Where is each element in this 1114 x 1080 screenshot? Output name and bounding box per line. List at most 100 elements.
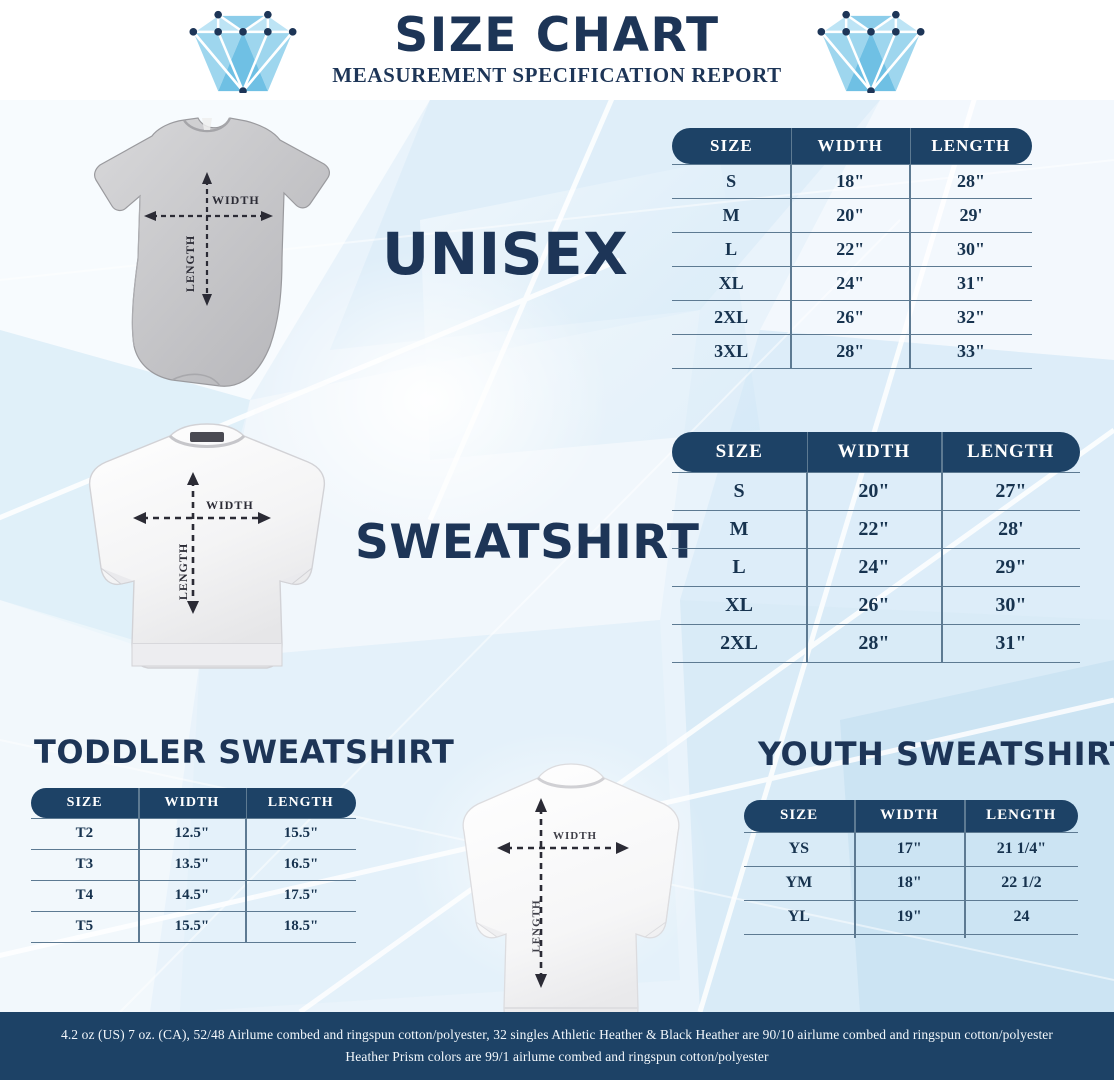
- cell-size: M: [672, 198, 792, 233]
- table-header-row: SIZE WIDTH LENGTH: [672, 432, 1080, 472]
- table-row: T3 13.5" 16.5": [31, 849, 356, 881]
- cell-width: 24": [790, 266, 911, 301]
- table-row: YL 19" 24: [744, 900, 1078, 935]
- section-title-unisex: UNISEX: [382, 220, 629, 288]
- cell-length: 32": [909, 300, 1032, 335]
- table-header-row: SIZE WIDTH LENGTH: [744, 800, 1078, 832]
- column-header-length: LENGTH: [964, 800, 1078, 832]
- column-divider: [245, 788, 248, 943]
- table-row: T5 15.5" 18.5": [31, 911, 356, 943]
- table-row: 2XL 26" 32": [672, 300, 1032, 335]
- page-title: SIZE CHART: [394, 7, 720, 63]
- column-divider: [790, 128, 793, 368]
- column-header-size: SIZE: [672, 128, 791, 164]
- table-row: YM 18" 22 1/2: [744, 866, 1078, 901]
- table-row: T2 12.5" 15.5": [31, 817, 356, 850]
- cell-length: 29": [941, 548, 1080, 587]
- unisex-size-table: SIZE WIDTH LENGTH S 18" 28" M 20" 29' L 22" 30" X…: [672, 128, 1032, 369]
- cell-length: 29': [909, 198, 1032, 233]
- cell-width: 26": [790, 300, 911, 335]
- column-divider: [138, 788, 140, 943]
- cell-size: T3: [31, 849, 139, 881]
- cell-length: 28": [909, 163, 1032, 199]
- cell-size: 2XL: [672, 300, 792, 335]
- column-header-length: LENGTH: [245, 788, 356, 818]
- sweatshirt-image: WIDTH LENGTH: [62, 418, 352, 700]
- fabric-info-text: 4.2 oz (US) 7 oz. (CA), 52/48 Airlume co…: [60, 1026, 1053, 1064]
- cell-length: 28': [941, 510, 1080, 549]
- table-row: S 18" 28": [672, 163, 1032, 199]
- cell-size: YM: [744, 866, 855, 901]
- sweatshirt-size-table: SIZE WIDTH LENGTH S 20" 27" M 22" 28' L 24" 29" X…: [672, 432, 1080, 663]
- page-header: SIZE CHART MEASUREMENT SPECIFICATION REP…: [0, 0, 1114, 100]
- column-header-width: WIDTH: [854, 800, 965, 832]
- cell-width: 28": [790, 334, 911, 369]
- table-row: XL 24" 31": [672, 266, 1032, 301]
- cell-width: 18": [790, 163, 911, 199]
- table-row: M 20" 29': [672, 198, 1032, 233]
- cell-width: 14.5": [138, 880, 247, 912]
- cell-width: 13.5": [138, 849, 247, 881]
- cell-width: 19": [854, 900, 965, 935]
- page-subtitle: MEASUREMENT SPECIFICATION REPORT: [332, 63, 782, 88]
- youth-sweatshirt-image: WIDTH LENGTH: [440, 760, 702, 1060]
- cell-length: 18.5": [245, 911, 356, 943]
- cell-width: 20": [790, 198, 911, 233]
- table-row: XL 26" 30": [672, 586, 1080, 625]
- cell-length: 31": [941, 624, 1080, 663]
- column-header-length: LENGTH: [941, 432, 1080, 472]
- table-row: L 24" 29": [672, 548, 1080, 587]
- column-header-size: SIZE: [672, 432, 807, 472]
- section-title-sweatshirt: SWEATSHIRT: [355, 515, 700, 570]
- table-header-row: SIZE WIDTH LENGTH: [31, 788, 356, 818]
- cell-size: T5: [31, 911, 139, 943]
- cell-length: 15.5": [245, 817, 356, 850]
- column-header-width: WIDTH: [790, 128, 910, 164]
- cell-size: L: [672, 548, 808, 587]
- cell-length: 30": [909, 232, 1032, 267]
- column-header-size: SIZE: [31, 788, 139, 818]
- table-row: T4 14.5" 17.5": [31, 880, 356, 912]
- column-divider: [964, 800, 967, 938]
- cell-width: 22": [790, 232, 911, 267]
- cell-size: YS: [744, 831, 855, 867]
- section-title-toddler: TODDLER SWEATSHIRT: [34, 733, 455, 771]
- cell-length: 27": [941, 471, 1080, 511]
- cell-width: 20": [806, 471, 942, 511]
- cell-size: M: [672, 510, 808, 549]
- toddler-size-table: SIZE WIDTH LENGTH T2 12.5" 15.5" T3 13.5" 16.…: [31, 788, 356, 943]
- column-header-size: SIZE: [744, 800, 855, 832]
- cell-size: YL: [744, 900, 855, 935]
- column-header-width: WIDTH: [138, 788, 246, 818]
- cell-width: 28": [806, 624, 942, 663]
- width-label: WIDTH: [206, 498, 254, 512]
- cell-width: 26": [806, 586, 942, 625]
- youth-size-table: SIZE WIDTH LENGTH YS 17" 21 1/4" YM 18" 22 1/…: [744, 800, 1078, 938]
- cell-length: 30": [941, 586, 1080, 625]
- cell-size: 3XL: [672, 334, 792, 369]
- length-label: LENGTH: [530, 899, 543, 953]
- table-row: 3XL 28" 33": [672, 334, 1032, 369]
- column-divider: [854, 800, 856, 938]
- cell-width: 15.5": [138, 911, 247, 943]
- table-header-row: SIZE WIDTH LENGTH: [672, 128, 1032, 164]
- cell-length: 33": [909, 334, 1032, 369]
- width-label: WIDTH: [212, 193, 260, 207]
- diamond-gem-icon-right: [817, 10, 925, 93]
- length-label: LENGTH: [183, 234, 198, 293]
- cell-width: 24": [806, 548, 942, 587]
- diamond-gem-icon-left: [189, 10, 297, 93]
- cell-size: S: [672, 163, 792, 199]
- column-divider: [909, 128, 912, 368]
- table-row: YS 17" 21 1/4": [744, 831, 1078, 867]
- cell-length: 31": [909, 266, 1032, 301]
- cell-size: XL: [672, 586, 808, 625]
- width-label: WIDTH: [553, 830, 598, 842]
- cell-size: XL: [672, 266, 792, 301]
- column-divider: [941, 432, 943, 662]
- cell-length: 16.5": [245, 849, 356, 881]
- cell-size: L: [672, 232, 792, 267]
- cell-width: 22": [806, 510, 942, 549]
- column-divider: [806, 432, 809, 662]
